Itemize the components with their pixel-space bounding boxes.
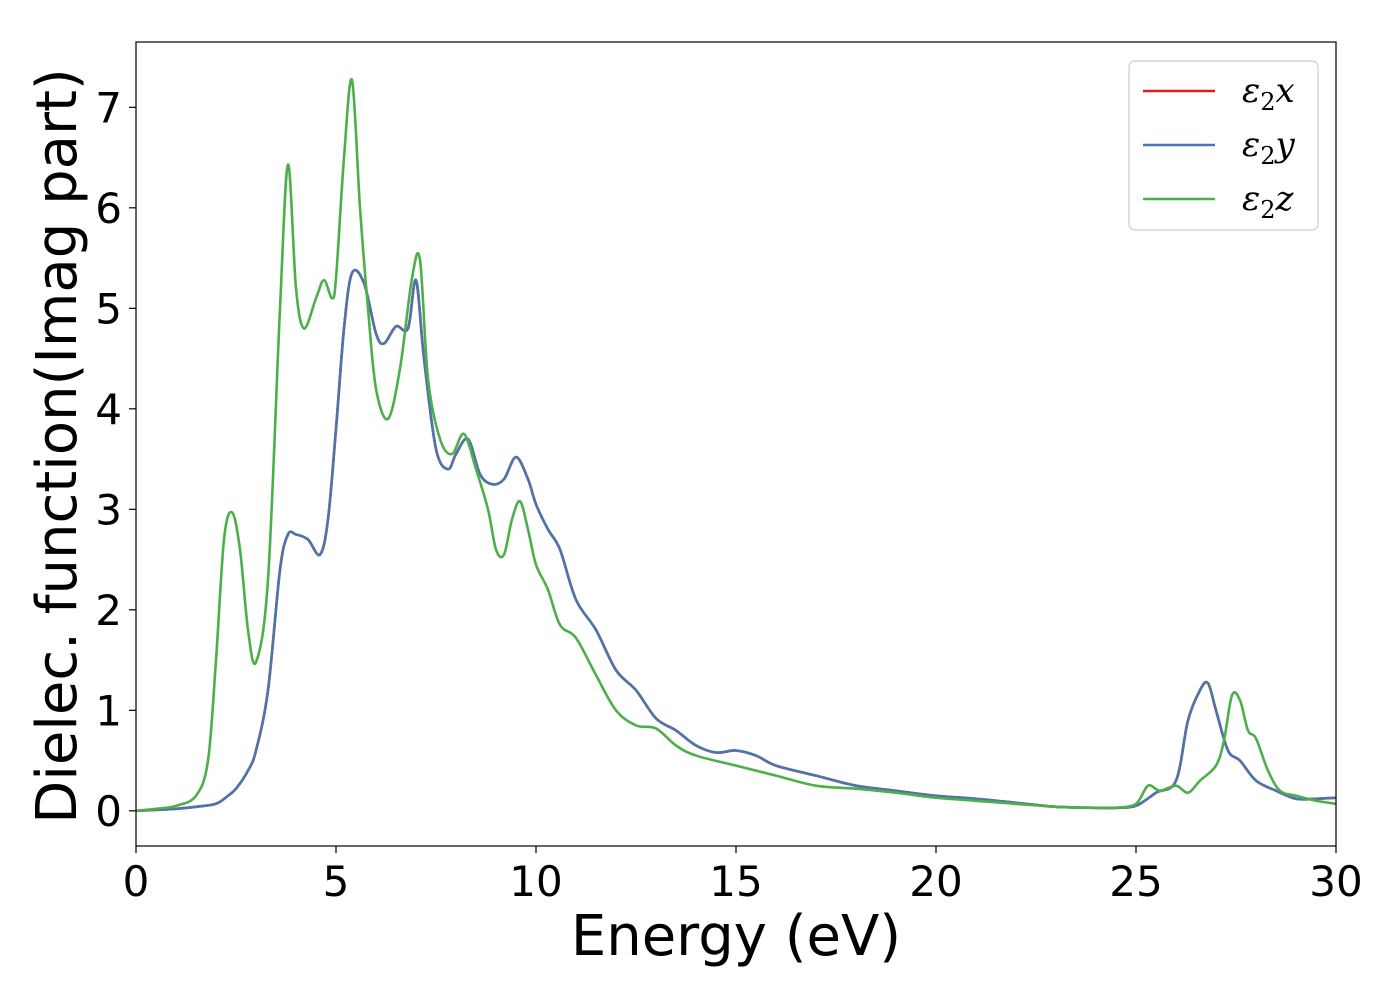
y-tick-label: 0	[95, 787, 122, 836]
x-tick-label: 20	[909, 857, 962, 906]
legend-label-z: ε2z	[1242, 179, 1295, 224]
x-axis-label: Energy (eV)	[571, 904, 901, 969]
y-tick-label: 4	[95, 385, 122, 434]
x-tick-label: 30	[1309, 857, 1362, 906]
series-line-z	[136, 78, 1336, 813]
y-tick-label: 1	[95, 686, 122, 735]
series-layer	[136, 78, 1336, 813]
x-tick-label: 0	[123, 857, 150, 906]
y-axis-ticks: 0 1 2 3 4 5 6 7	[95, 83, 136, 836]
y-tick-label: 3	[95, 485, 122, 534]
legend-label-y: ε2y	[1242, 125, 1296, 170]
x-tick-label: 25	[1109, 857, 1162, 906]
y-tick-label: 6	[95, 184, 122, 233]
x-tick-label: 5	[323, 857, 350, 906]
legend-label-x: ε2x	[1242, 71, 1295, 116]
y-axis-label: Dielec. function(Imag part)	[25, 68, 90, 824]
y-tick-label: 7	[95, 83, 122, 132]
legend-box	[1128, 60, 1319, 231]
series-line-y	[136, 268, 1336, 813]
x-tick-label: 15	[709, 857, 762, 906]
x-tick-label: 10	[509, 857, 562, 906]
x-axis-ticks: 0 5 10 15 20 25 30	[123, 846, 1363, 906]
legend: ε2x ε2y ε2z	[1128, 60, 1319, 231]
y-tick-label: 5	[95, 284, 122, 333]
y-tick-label: 2	[95, 586, 122, 635]
